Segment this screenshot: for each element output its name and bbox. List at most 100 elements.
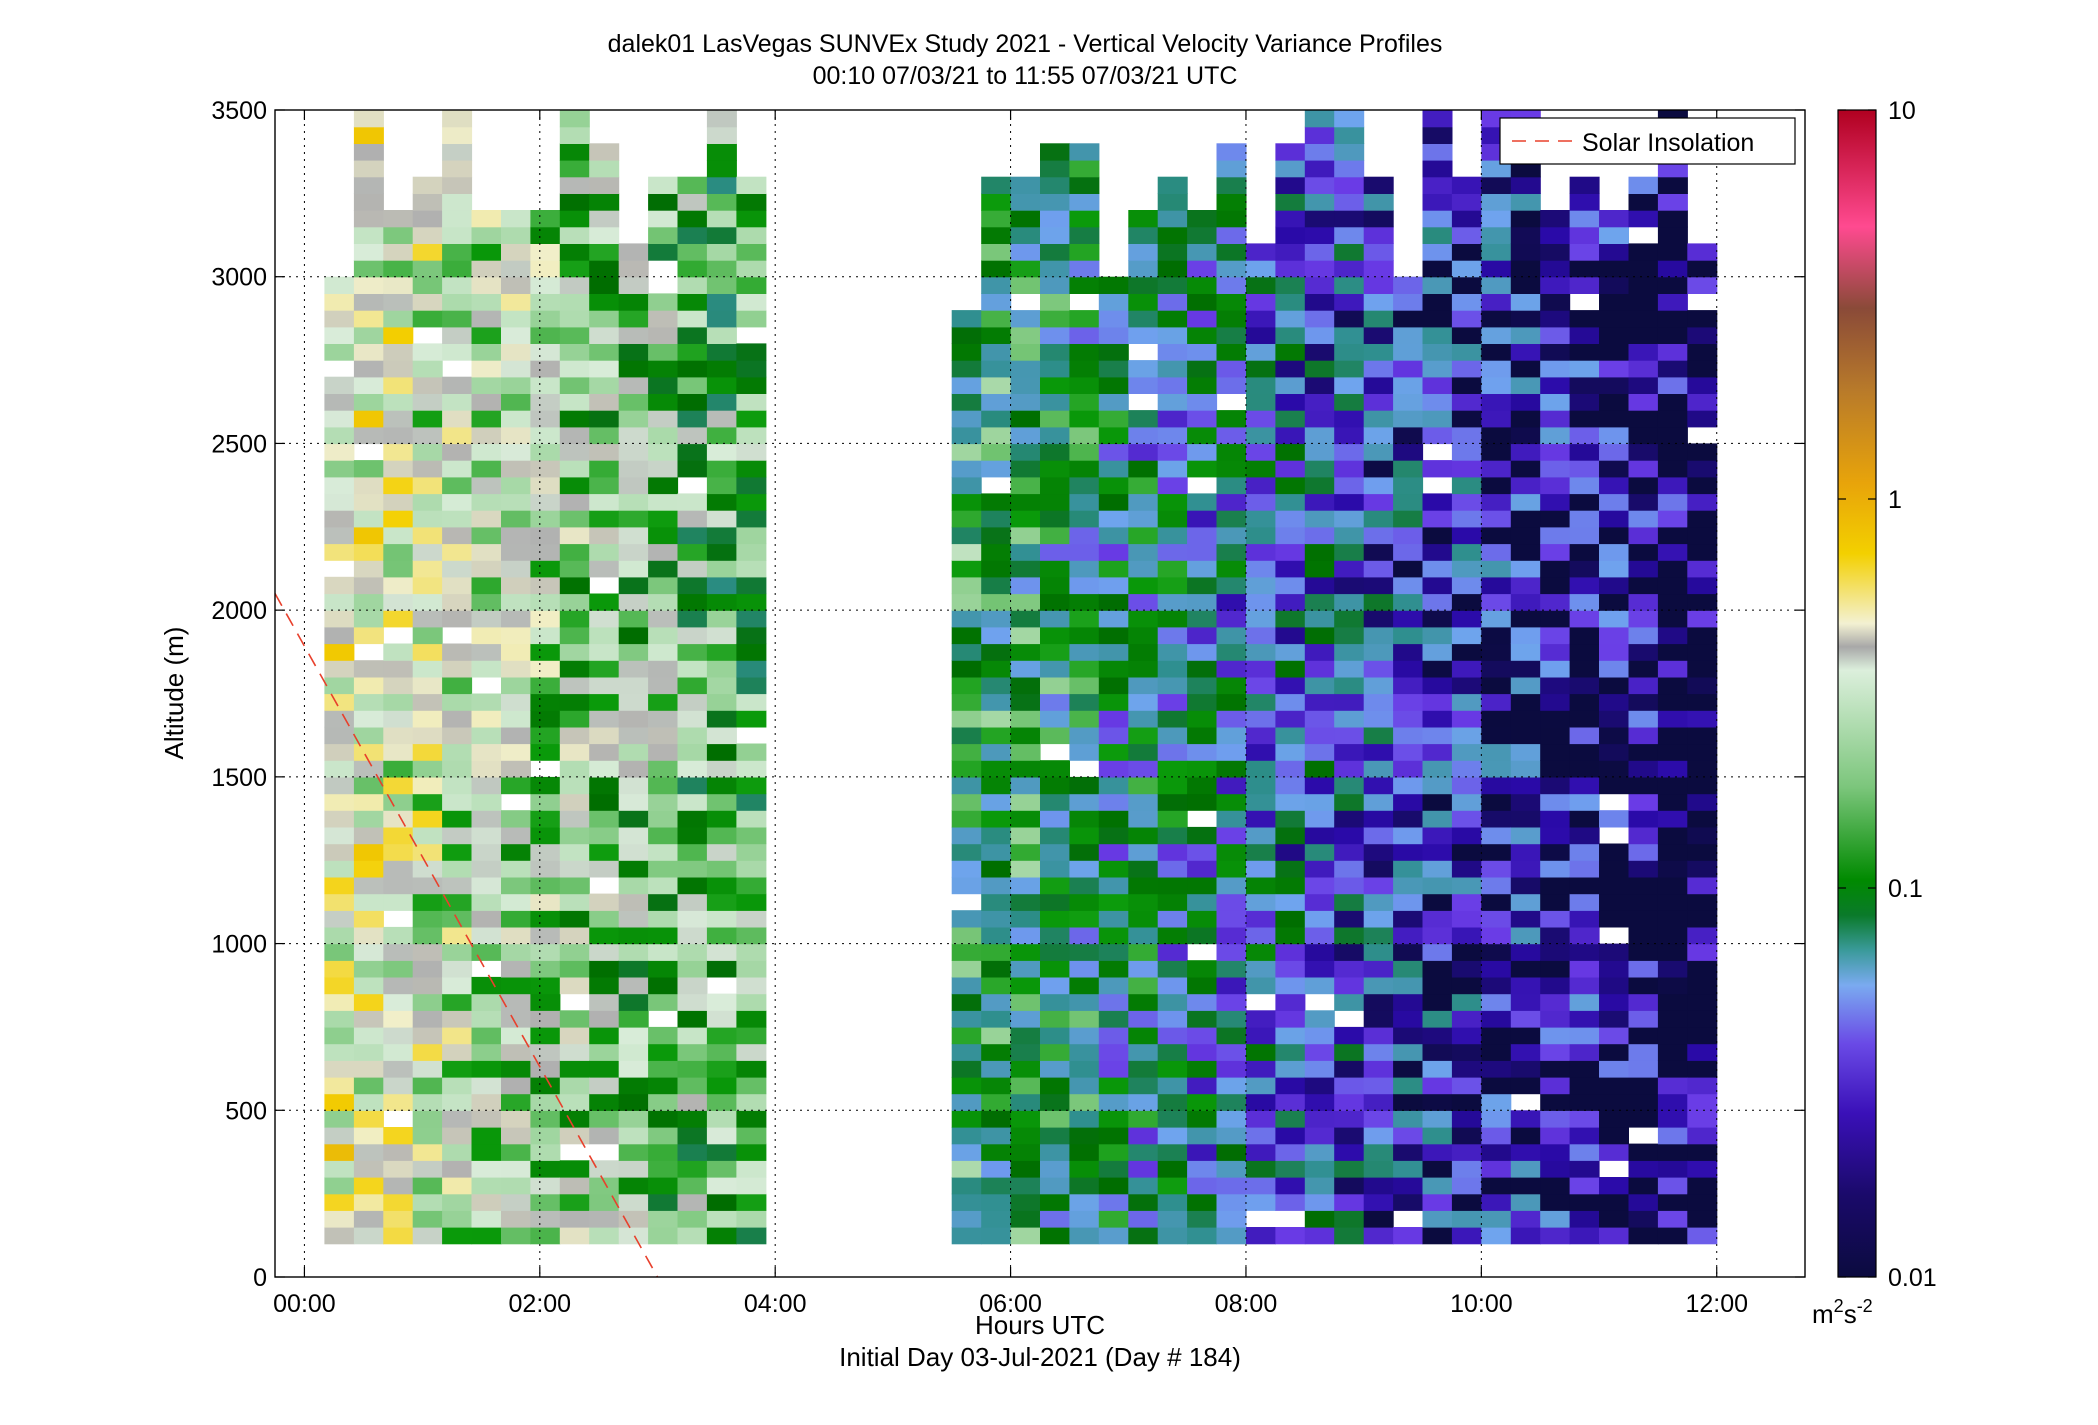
heatmap-cell [1481, 676, 1512, 695]
heatmap-cell [471, 410, 502, 428]
heatmap-cell [1657, 260, 1688, 278]
heatmap-cell [501, 1177, 531, 1195]
heatmap-cell [1040, 376, 1070, 394]
heatmap-cell [1128, 210, 1159, 228]
heatmap-cell [1098, 1093, 1129, 1111]
heatmap-cell [618, 893, 649, 911]
heatmap-cell [1040, 860, 1070, 878]
heatmap-cell [1275, 1026, 1306, 1045]
heatmap-cell [353, 1160, 384, 1178]
heatmap-cell [677, 1143, 708, 1161]
heatmap-cell [501, 1193, 531, 1211]
heatmap-cell [1599, 293, 1629, 311]
heatmap-cell [1481, 293, 1512, 311]
heatmap-cell [412, 776, 443, 795]
heatmap-cell [501, 293, 531, 311]
heatmap-cell [981, 326, 1012, 344]
heatmap-cell [1481, 1210, 1512, 1228]
heatmap-cell [1363, 960, 1394, 978]
heatmap-cell [1334, 860, 1365, 878]
heatmap-cell [648, 1143, 679, 1161]
heatmap-cell [1363, 1193, 1394, 1211]
heatmap-cell [1451, 193, 1482, 211]
heatmap-cell [1010, 393, 1041, 411]
heatmap-cell [1628, 910, 1659, 928]
heatmap-cell [1334, 1160, 1365, 1178]
heatmap-cell [1069, 676, 1100, 695]
heatmap-cell [1540, 426, 1571, 445]
heatmap-cell [1599, 860, 1629, 878]
heatmap-cell [1275, 393, 1306, 411]
heatmap-cell [1481, 176, 1512, 194]
heatmap-cell [1599, 960, 1629, 978]
heatmap-cell [412, 543, 443, 561]
heatmap-cell [1569, 1026, 1600, 1045]
heatmap-cell [589, 1060, 620, 1078]
heatmap-cell [1599, 776, 1629, 795]
heatmap-cell [1451, 1093, 1482, 1111]
heatmap-cell [383, 943, 414, 961]
heatmap-cell [1040, 876, 1070, 895]
heatmap-cell [618, 393, 649, 411]
heatmap-cell [1334, 776, 1365, 795]
heatmap-cell [383, 760, 414, 778]
heatmap-cell [1481, 1026, 1512, 1045]
heatmap-cell [559, 460, 590, 478]
heatmap-cell [324, 476, 355, 495]
heatmap-cell [383, 860, 414, 878]
heatmap-cell [1363, 910, 1394, 928]
heatmap-cell [383, 843, 414, 861]
heatmap-cell [736, 743, 767, 761]
heatmap-cell [1540, 926, 1571, 945]
heatmap-cell [1510, 176, 1541, 194]
heatmap-cell [1510, 1227, 1541, 1245]
heatmap-cell [1481, 776, 1512, 795]
heatmap-cell [442, 293, 473, 311]
heatmap-cell [383, 576, 414, 595]
heatmap-cell [706, 243, 737, 261]
heatmap-cell [1069, 943, 1100, 961]
heatmap-cell [1216, 243, 1247, 261]
heatmap-cell [1040, 293, 1070, 311]
heatmap-cell [1657, 526, 1688, 545]
heatmap-cell [1657, 1160, 1688, 1178]
heatmap-cell [1187, 976, 1218, 995]
heatmap-cell [677, 843, 708, 861]
heatmap-cell [1363, 326, 1394, 344]
heatmap-cell [1275, 760, 1306, 778]
heatmap-cell [1246, 710, 1276, 728]
heatmap-cell [1157, 1110, 1188, 1128]
heatmap-cell [1687, 1227, 1718, 1245]
heatmap-cell [1334, 743, 1365, 761]
heatmap-cell [1069, 1127, 1100, 1145]
heatmap-cell [501, 626, 531, 645]
heatmap-cell [1216, 360, 1247, 378]
heatmap-cell [1304, 626, 1335, 645]
heatmap-cell [1569, 226, 1600, 244]
heatmap-cell [706, 1026, 737, 1045]
heatmap-cell [1157, 626, 1188, 645]
heatmap-cell [1569, 960, 1600, 978]
heatmap-cell [383, 776, 414, 795]
heatmap-cell [589, 1026, 620, 1045]
heatmap-cell [589, 910, 620, 928]
legend-solar-label: Solar Insolation [1582, 129, 1754, 157]
heatmap-cell [1510, 243, 1541, 261]
heatmap-cell [1098, 660, 1129, 678]
heatmap-cell [1510, 1026, 1541, 1045]
heatmap-cell [1246, 410, 1276, 428]
heatmap-cell [1040, 343, 1070, 361]
heatmap-cell [589, 926, 620, 945]
heatmap-cell [1540, 910, 1571, 928]
heatmap-cell [559, 760, 590, 778]
heatmap-cell [1599, 1060, 1629, 1078]
heatmap-cell [1540, 276, 1571, 294]
heatmap-cell [1216, 926, 1247, 945]
heatmap-cell [648, 1110, 679, 1128]
heatmap-cell [1451, 310, 1482, 328]
heatmap-cell [1334, 593, 1365, 611]
heatmap-cell [1246, 760, 1276, 778]
heatmap-cell [981, 526, 1012, 545]
heatmap-cell [677, 976, 708, 995]
heatmap-cell [1216, 326, 1247, 344]
